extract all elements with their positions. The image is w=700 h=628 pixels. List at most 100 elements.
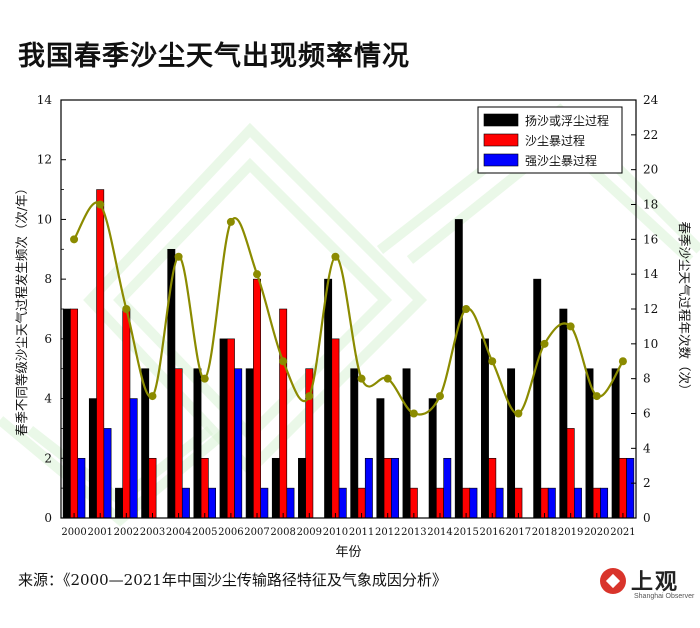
y2-tick-label-20: 20 (643, 163, 658, 177)
y-tick-label-14: 14 (37, 93, 53, 107)
annual-count-point-2015 (462, 305, 471, 313)
bar-2-2008 (279, 308, 288, 519)
legend-label-2: 沙尘暴过程 (525, 133, 585, 148)
x-tick-label-2020: 2020 (584, 527, 609, 538)
y-tick-label-0: 0 (44, 511, 52, 525)
brand-logo: 上观 Shanghai Observer (600, 564, 700, 614)
x-tick-label-2003: 2003 (140, 527, 165, 538)
y2-tick-label-10: 10 (643, 337, 658, 351)
y2-tick-label-12: 12 (643, 302, 658, 316)
annual-count-point-2005 (200, 374, 209, 383)
x-tick-label-2010: 2010 (323, 527, 348, 538)
annual-count-point-2009 (305, 392, 314, 401)
bar-2-2002 (122, 308, 131, 519)
annual-count-point-2006 (226, 217, 235, 226)
bar-3-2002 (129, 398, 138, 519)
bar-2-2001 (96, 189, 105, 519)
bar-2-2000 (70, 308, 79, 519)
annual-count-point-2012 (383, 374, 392, 383)
y2-axis-title: 春季沙尘天气过程年次数（次） (677, 221, 692, 396)
y2-tick-label-4: 4 (643, 441, 651, 455)
bar-3-2008 (286, 487, 295, 519)
y-tick-label-12: 12 (37, 153, 52, 167)
x-tick-label-2016: 2016 (480, 527, 505, 538)
brand-subtitle: Shanghai Observer (634, 593, 695, 600)
y2-tick-label-6: 6 (643, 407, 651, 421)
annual-count-point-2016 (488, 357, 497, 366)
annual-count-point-2019 (566, 322, 575, 331)
bar-2-2006 (226, 338, 235, 519)
annual-count-point-2000 (70, 235, 79, 244)
x-tick-label-2012: 2012 (375, 527, 400, 538)
bar-1-2011 (350, 368, 359, 519)
bar-2-2004 (174, 368, 183, 519)
y2-tick-label-8: 8 (643, 372, 651, 386)
annual-count-point-2002 (122, 305, 131, 313)
x-tick-label-2009: 2009 (297, 527, 322, 538)
bar-1-2006 (219, 338, 228, 519)
bar-1-2008 (271, 457, 280, 519)
bar-2-2021 (618, 457, 627, 519)
bar-1-2010 (324, 278, 333, 519)
bar-3-2010 (338, 487, 347, 519)
x-tick-label-2013: 2013 (401, 527, 426, 538)
bar-3-2019 (574, 487, 582, 519)
annual-count-point-2001 (96, 200, 105, 209)
x-tick-label-2018: 2018 (532, 527, 557, 538)
bar-3-2006 (234, 368, 243, 519)
bar-1-2021 (611, 368, 620, 519)
bar-1-2001 (88, 398, 97, 519)
bar-2-2003 (148, 457, 157, 519)
y2-tick-label-24: 24 (643, 93, 659, 107)
bar-3-2011 (364, 457, 373, 519)
x-tick-label-2008: 2008 (270, 527, 295, 538)
y2-tick-label-22: 22 (643, 128, 658, 142)
page-title: 我国春季沙尘天气出现频率情况 (18, 41, 410, 72)
bar-1-2015 (454, 219, 463, 519)
legend-swatch-1 (483, 113, 519, 127)
y-axis-title: 春季不同等级沙尘天气过程发生频次（次/年） (14, 182, 29, 436)
x-tick-label-2021: 2021 (610, 527, 635, 538)
y2-tick-label-18: 18 (643, 198, 658, 212)
bar-1-2002 (115, 487, 123, 519)
bar-1-2018 (533, 278, 542, 519)
bar-1-2017 (507, 368, 516, 519)
y2-tick-label-2: 2 (643, 476, 651, 490)
y-tick-label-8: 8 (44, 272, 52, 286)
bar-2-2019 (566, 428, 575, 519)
annual-count-point-2010 (331, 252, 340, 261)
bar-3-2015 (469, 487, 478, 519)
annual-count-point-2020 (592, 392, 601, 401)
annual-count-point-2018 (540, 339, 549, 348)
x-axis-title: 年份 (335, 545, 361, 560)
x-tick-label-2006: 2006 (218, 527, 243, 538)
bar-3-2001 (103, 428, 112, 519)
bar-2-2005 (200, 457, 209, 519)
x-tick-label-2002: 2002 (114, 527, 139, 538)
y2-tick-label-14: 14 (643, 267, 659, 281)
legend-swatch-2 (483, 133, 519, 147)
bar-1-2000 (62, 308, 71, 519)
legend-label-3: 强沙尘暴过程 (525, 153, 597, 168)
bar-1-2019 (559, 308, 568, 519)
x-tick-label-2019: 2019 (558, 527, 583, 538)
bar-1-2013 (402, 368, 411, 519)
legend-swatch-3 (483, 153, 519, 167)
x-tick-label-2004: 2004 (166, 527, 191, 538)
bar-1-2007 (245, 368, 254, 519)
y-tick-label-4: 4 (44, 392, 52, 406)
y-tick-label-2: 2 (44, 451, 52, 465)
bar-2-2016 (488, 457, 497, 519)
bar-1-2014 (428, 398, 437, 519)
annual-count-point-2008 (279, 357, 288, 366)
bar-3-2020 (600, 487, 609, 519)
legend-label-1: 扬沙或浮尘过程 (525, 113, 609, 128)
bar-2-2007 (253, 278, 261, 519)
x-tick-label-2015: 2015 (453, 527, 478, 538)
brand-logo-icon (600, 568, 626, 594)
bar-2-2012 (383, 457, 392, 519)
annual-count-point-2007 (253, 270, 262, 279)
annual-count-point-2017 (514, 409, 523, 418)
